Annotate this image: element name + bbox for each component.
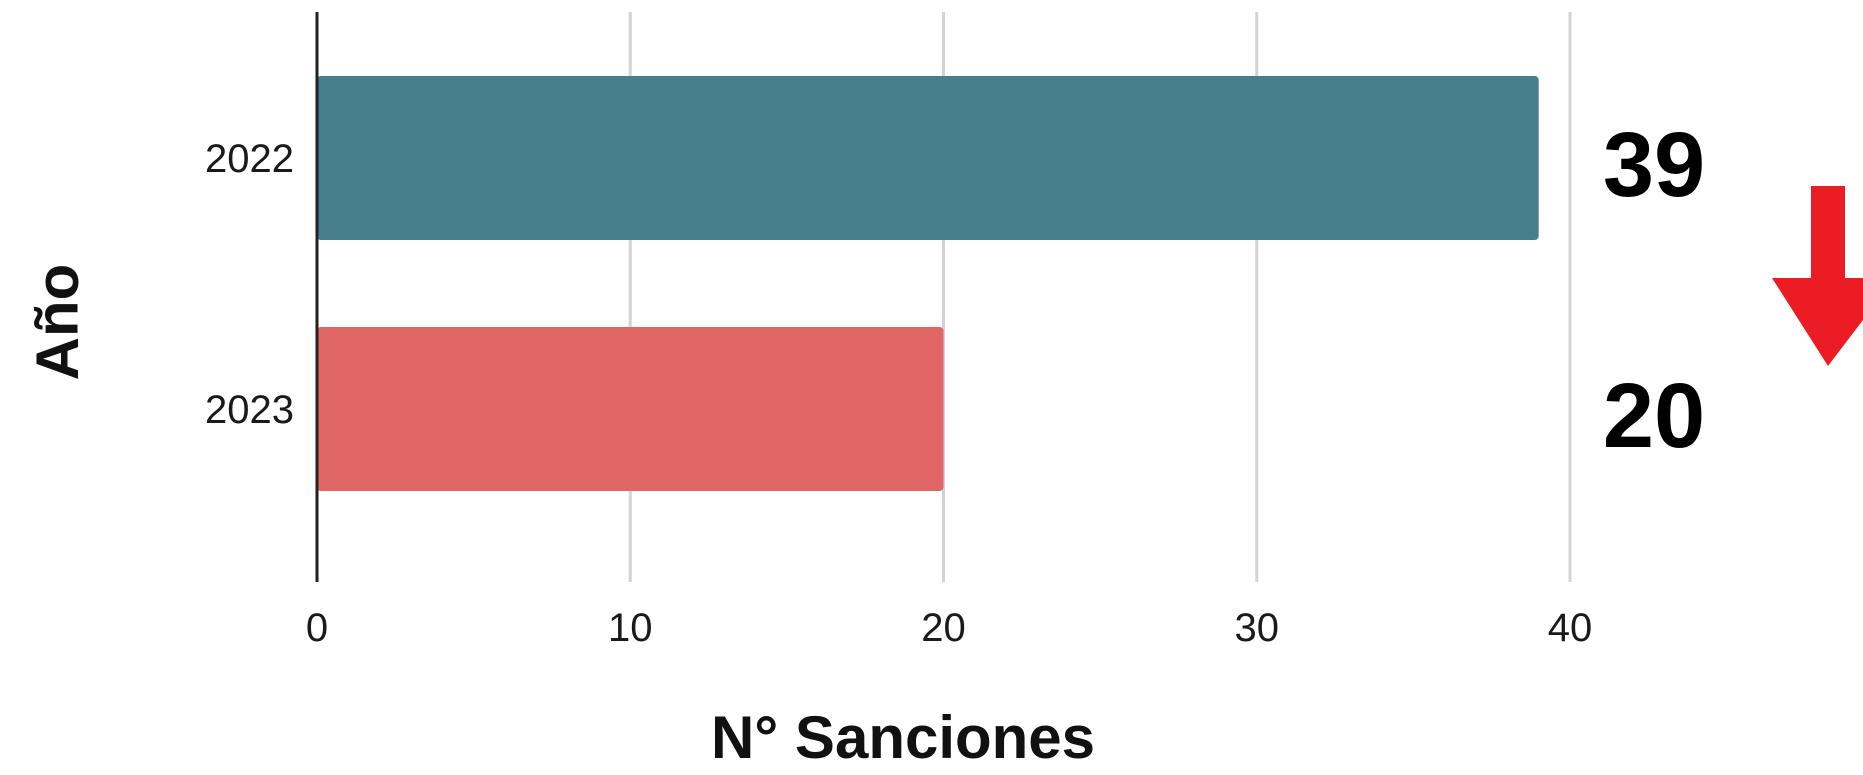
x-tick-label-20: 20 (921, 606, 966, 650)
x-tick-label-40: 40 (1548, 606, 1593, 650)
x-tick-label-0: 0 (306, 606, 328, 650)
bars (317, 76, 1539, 491)
x-tick-label-30: 30 (1235, 606, 1280, 650)
x-tick-label-10: 10 (608, 606, 653, 650)
category-label-2023: 2023 (205, 388, 294, 432)
y-category-labels: 2022 2023 (205, 137, 294, 432)
down-arrow-icon (1772, 186, 1863, 366)
x-axis-title: N° Sanciones (711, 704, 1095, 770)
category-label-2022: 2022 (205, 137, 294, 181)
value-labels: 39 20 (1603, 114, 1705, 467)
bar-2022 (317, 76, 1539, 240)
value-label-2022: 39 (1603, 114, 1705, 216)
x-tick-labels: 0 10 20 30 40 (306, 606, 1592, 650)
bar-2023 (317, 327, 944, 491)
value-label-2023: 20 (1603, 365, 1705, 467)
y-axis-title: Año (24, 264, 91, 381)
